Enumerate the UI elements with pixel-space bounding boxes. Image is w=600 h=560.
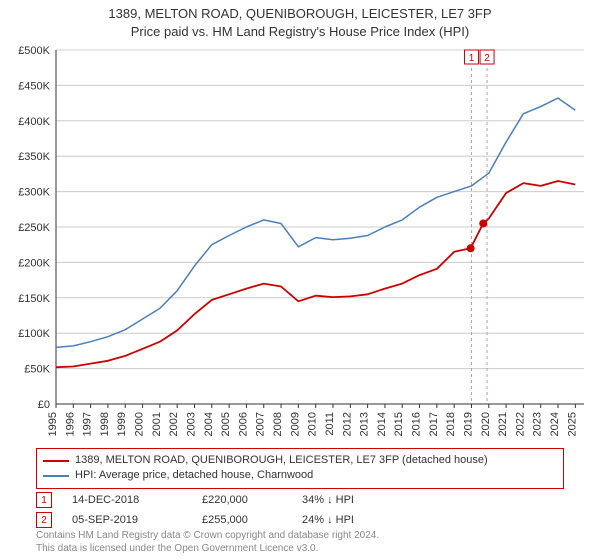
- keypoint-price: £255,000: [202, 514, 282, 526]
- keypoint-marker-icon: 1: [36, 492, 52, 508]
- svg-text:£150K: £150K: [18, 293, 50, 305]
- svg-text:£500K: £500K: [18, 45, 50, 57]
- svg-text:2022: 2022: [514, 412, 526, 436]
- svg-text:2024: 2024: [549, 412, 561, 436]
- chart-title: 1389, MELTON ROAD, QUENIBOROUGH, LEICEST…: [0, 6, 600, 21]
- svg-text:2006: 2006: [237, 412, 249, 436]
- footer-attribution: Contains HM Land Registry data © Crown c…: [36, 530, 576, 555]
- keypoint-date: 05-SEP-2019: [72, 514, 182, 526]
- svg-text:2020: 2020: [480, 412, 492, 436]
- legend-swatch-property: [43, 460, 69, 462]
- svg-text:£300K: £300K: [18, 187, 50, 199]
- svg-text:2014: 2014: [376, 412, 388, 436]
- svg-text:1998: 1998: [99, 412, 111, 436]
- legend-row: 1389, MELTON ROAD, QUENIBOROUGH, LEICEST…: [43, 453, 557, 468]
- keypoint-marker-icon: 2: [36, 512, 52, 528]
- legend-label: 1389, MELTON ROAD, QUENIBOROUGH, LEICEST…: [75, 453, 488, 468]
- svg-text:2000: 2000: [134, 412, 146, 436]
- keypoint-row: 2 05-SEP-2019 £255,000 24% ↓ HPI: [36, 510, 392, 530]
- svg-text:2015: 2015: [393, 412, 405, 436]
- keypoint-date: 14-DEC-2018: [72, 494, 182, 506]
- svg-text:2021: 2021: [497, 412, 509, 436]
- svg-text:2005: 2005: [220, 412, 232, 436]
- price-chart: £0 £50K £100K £150K £200K £250K £300K £350K £400…: [0, 42, 600, 442]
- keypoint-delta: 24% ↓ HPI: [302, 514, 392, 526]
- keypoint-price: £220,000: [202, 494, 282, 506]
- svg-text:2011: 2011: [324, 412, 336, 436]
- svg-text:2003: 2003: [185, 412, 197, 436]
- keypoints-table: 1 14-DEC-2018 £220,000 34% ↓ HPI 2 05-SE…: [36, 490, 392, 530]
- footer-line: Contains HM Land Registry data © Crown c…: [36, 530, 576, 543]
- svg-text:£400K: £400K: [18, 116, 50, 128]
- svg-text:2017: 2017: [428, 412, 440, 436]
- svg-text:£350K: £350K: [18, 151, 50, 163]
- chart-subtitle: Price paid vs. HM Land Registry's House …: [0, 24, 600, 39]
- legend-label: HPI: Average price, detached house, Char…: [75, 468, 313, 483]
- svg-text:1995: 1995: [47, 412, 59, 436]
- legend-swatch-hpi: [43, 475, 69, 477]
- svg-text:2008: 2008: [272, 412, 284, 436]
- svg-text:2010: 2010: [307, 412, 319, 436]
- svg-text:2: 2: [484, 53, 490, 64]
- svg-text:2012: 2012: [341, 412, 353, 436]
- svg-text:2016: 2016: [411, 412, 423, 436]
- svg-text:£250K: £250K: [18, 222, 50, 234]
- footer-line: This data is licensed under the Open Gov…: [36, 543, 576, 556]
- svg-text:2004: 2004: [203, 412, 215, 436]
- svg-text:1996: 1996: [64, 412, 76, 436]
- svg-text:1997: 1997: [82, 412, 94, 436]
- svg-text:2013: 2013: [359, 412, 371, 436]
- svg-text:1999: 1999: [116, 412, 128, 436]
- svg-text:2009: 2009: [289, 412, 301, 436]
- svg-text:£450K: £450K: [18, 80, 50, 92]
- keypoint-delta: 34% ↓ HPI: [302, 494, 392, 506]
- svg-text:2002: 2002: [168, 412, 180, 436]
- svg-text:2001: 2001: [151, 412, 163, 436]
- svg-text:£0: £0: [38, 399, 50, 411]
- svg-text:£200K: £200K: [18, 257, 50, 269]
- svg-text:£100K: £100K: [18, 328, 50, 340]
- keypoint-row: 1 14-DEC-2018 £220,000 34% ↓ HPI: [36, 490, 392, 510]
- svg-text:2007: 2007: [255, 412, 267, 436]
- svg-text:£50K: £50K: [24, 364, 50, 376]
- svg-text:2019: 2019: [462, 412, 474, 436]
- svg-text:2025: 2025: [566, 412, 578, 436]
- legend-row: HPI: Average price, detached house, Char…: [43, 468, 557, 483]
- svg-text:2018: 2018: [445, 412, 457, 436]
- legend: 1389, MELTON ROAD, QUENIBOROUGH, LEICEST…: [36, 448, 564, 489]
- svg-text:2023: 2023: [532, 412, 544, 436]
- svg-text:1: 1: [469, 53, 475, 64]
